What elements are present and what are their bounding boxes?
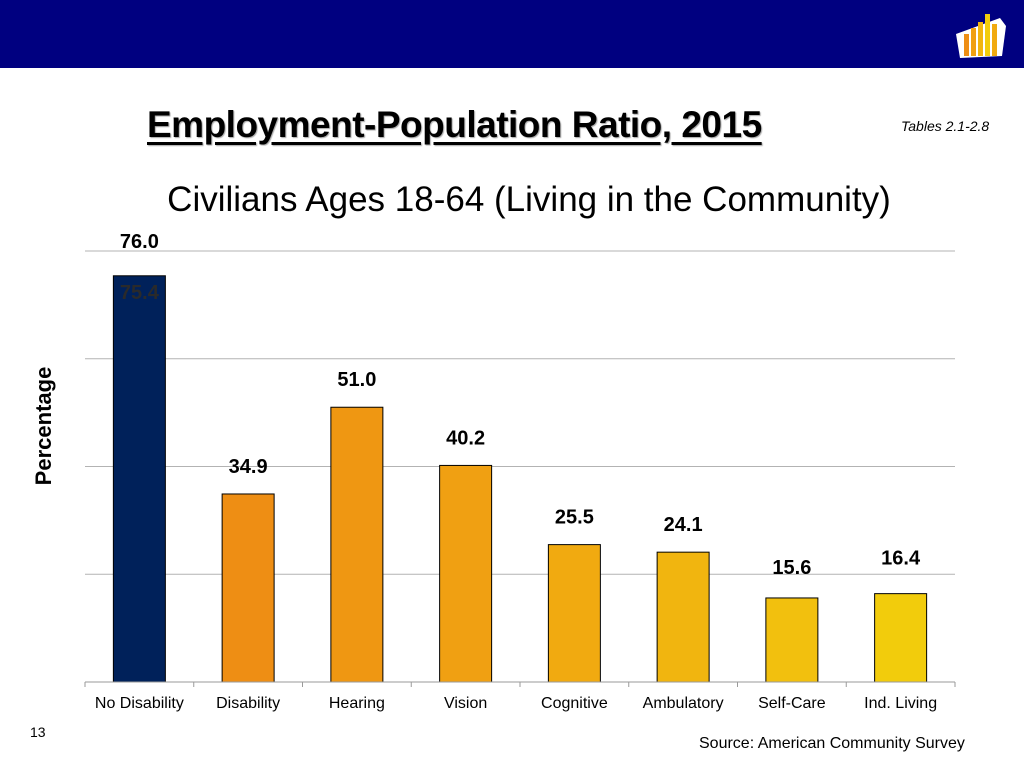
chart-subtitle: Civilians Ages 18-64 (Living in the Comm… bbox=[167, 180, 891, 219]
bar-hearing bbox=[330, 406, 384, 683]
gridlines bbox=[84, 250, 956, 687]
bar-disability bbox=[221, 493, 275, 683]
bar-value-label: 40.2 bbox=[446, 427, 485, 449]
bar-value-label: 24.1 bbox=[664, 514, 703, 536]
bar-no-disability bbox=[112, 275, 166, 683]
source-note: Source: American Community Survey bbox=[699, 735, 965, 752]
category-label: Self-Care bbox=[758, 695, 826, 712]
bar-value-label: 16.4 bbox=[881, 548, 921, 570]
category-label: Disability bbox=[216, 695, 280, 712]
category-labels: No Disability Disability Hearing Vision Cogn… bbox=[95, 695, 937, 712]
category-label: Cognitive bbox=[541, 695, 608, 712]
category-label: Ind. Living bbox=[864, 695, 937, 712]
category-label: Vision bbox=[444, 695, 487, 712]
category-label: Hearing bbox=[329, 695, 385, 712]
table-reference: Tables 2.1-2.8 bbox=[901, 118, 990, 134]
bar-self-care bbox=[765, 597, 819, 683]
category-label: No Disability bbox=[95, 695, 184, 712]
bar-vision bbox=[439, 464, 493, 683]
bar-cognitive bbox=[547, 544, 601, 683]
bar-value-label: 75.4 bbox=[120, 282, 160, 304]
extra-value-label: 76.0 bbox=[120, 231, 159, 253]
category-label: Ambulatory bbox=[643, 695, 724, 712]
bar-value-label: 15.6 bbox=[772, 557, 811, 579]
bar-value-label: 34.9 bbox=[229, 456, 268, 478]
bars bbox=[112, 275, 928, 683]
bar-labels: 75.4 34.9 51.0 40.2 25.5 24.1 15.6 16.4 bbox=[120, 282, 921, 579]
bar-chart-map-icon bbox=[956, 14, 1006, 58]
page-title: Employment-Population Ratio, 2015 bbox=[147, 104, 762, 145]
bar-value-label: 25.5 bbox=[555, 507, 594, 529]
bar-ind-living bbox=[874, 593, 928, 683]
bar-ambulatory bbox=[656, 551, 710, 683]
top-banner bbox=[0, 0, 1024, 68]
slide-number: 13 bbox=[30, 724, 46, 740]
bar-value-label: 51.0 bbox=[337, 369, 376, 391]
